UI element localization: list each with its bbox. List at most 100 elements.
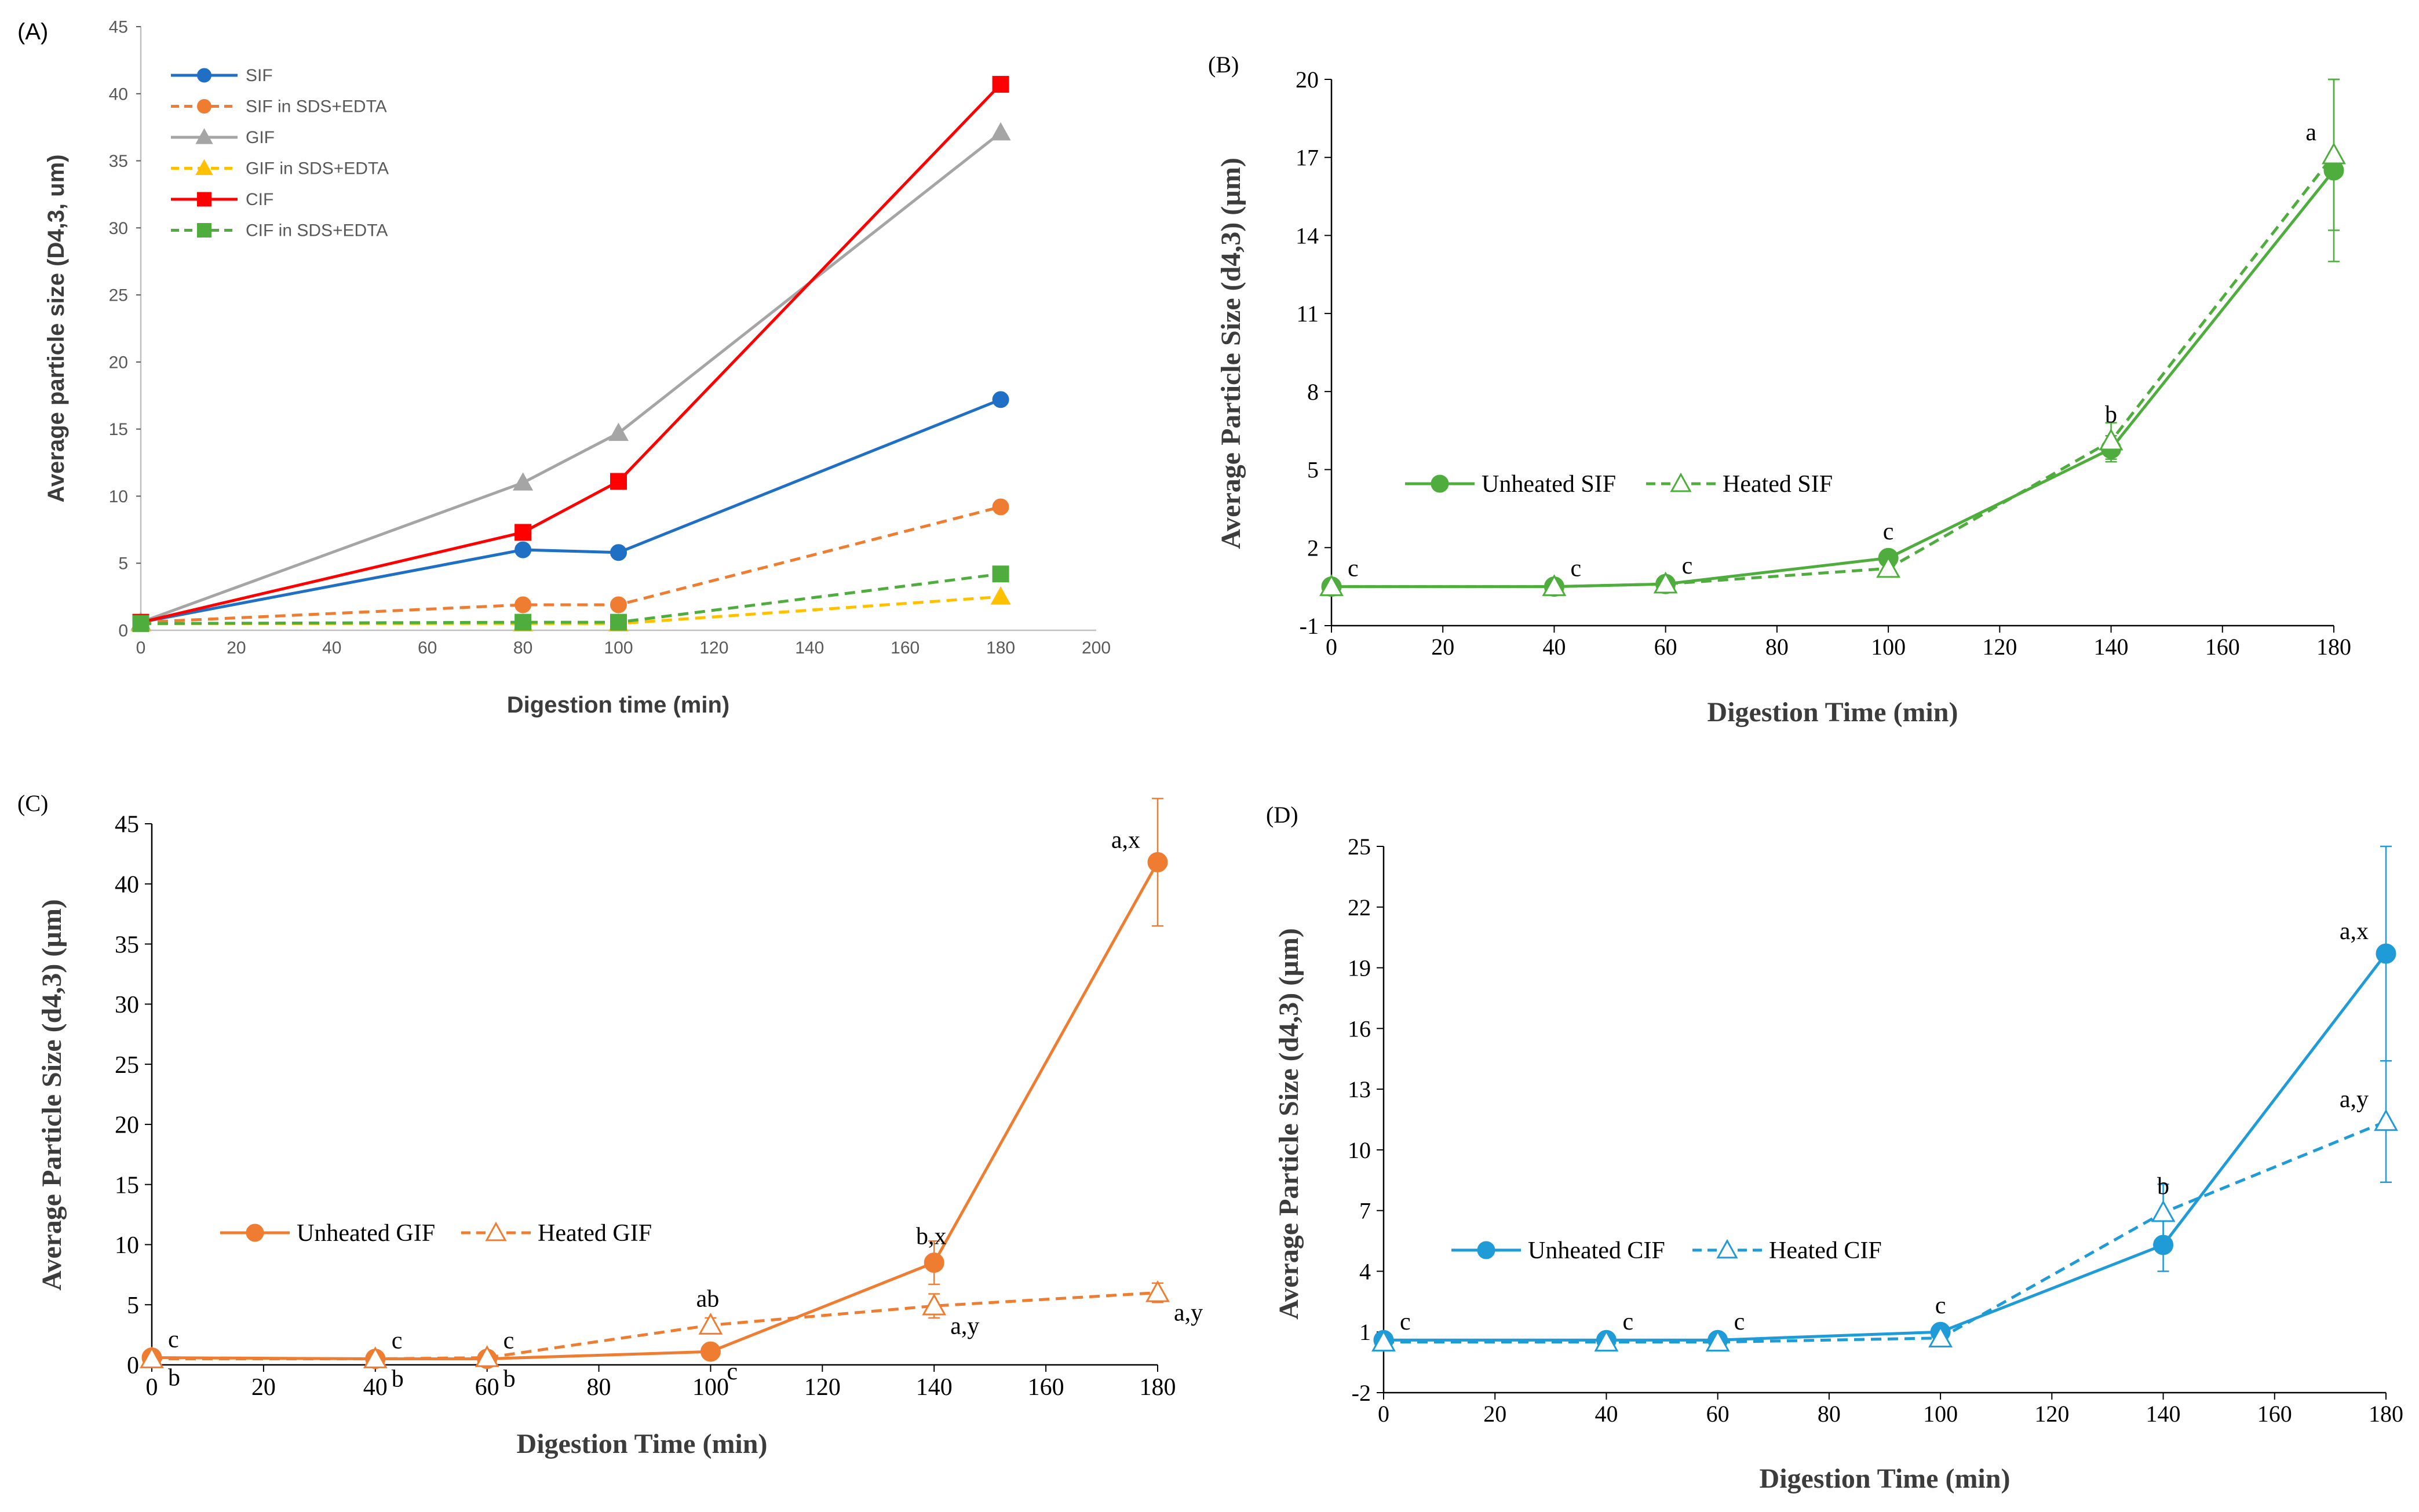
y-tick-label: 0 xyxy=(118,622,128,641)
data-point xyxy=(922,1293,947,1316)
series-line xyxy=(140,398,1002,624)
significance-label: c xyxy=(168,1327,179,1353)
x-tick-label: 180 xyxy=(986,638,1015,658)
x-tick-label: 0 xyxy=(136,638,146,658)
y-tick-label: 5 xyxy=(118,554,128,574)
series-line xyxy=(152,1291,1158,1361)
x-tick-label: 120 xyxy=(804,1374,841,1401)
legend-marker xyxy=(197,192,211,207)
series-line xyxy=(1384,1120,2387,1344)
chart-panel-2: (B) 0 20 40 60 80 100 120 140 160 180 -1 2 5 8 11 14 17 20… xyxy=(1208,52,2351,728)
series-heated-cif xyxy=(1371,1060,2398,1352)
data-point xyxy=(992,76,1009,93)
y-tick-label: 2 xyxy=(1307,535,1319,561)
y-tick-label: 40 xyxy=(115,871,139,898)
data-point xyxy=(698,1313,723,1335)
chart-panel-3: (C) 0 20 40 60 80 100 120 140 160 180 0 5 10 15 20 25 30 3… xyxy=(17,790,1203,1459)
legend-marker xyxy=(197,68,211,83)
data-point xyxy=(992,565,1009,583)
data-point xyxy=(610,596,627,613)
significance-label: ab xyxy=(696,1286,720,1313)
data-point xyxy=(608,422,629,441)
x-axis-title: Digestion time (min) xyxy=(507,692,729,718)
y-tick-label: 1 xyxy=(1359,1319,1371,1345)
series-unheated-gif xyxy=(141,798,1168,1369)
data-point xyxy=(1319,574,1344,596)
legend-label: SIF xyxy=(246,66,273,85)
series-heated-gif xyxy=(140,1280,1170,1368)
x-axis-title: Digestion Time (min) xyxy=(1760,1463,2011,1494)
y-tick-label: 17 xyxy=(1296,145,1319,171)
data-point xyxy=(992,391,1009,408)
significance-label: b xyxy=(2157,1173,2169,1200)
x-tick-label: 40 xyxy=(1595,1401,1618,1427)
series-line xyxy=(140,572,1001,625)
data-point xyxy=(132,615,149,632)
significance-label: c xyxy=(1734,1309,1745,1335)
x-tick-label: 20 xyxy=(1483,1401,1506,1427)
significance-label: b xyxy=(392,1366,404,1393)
y-tick-label: -1 xyxy=(1300,613,1319,639)
y-tick-label: 11 xyxy=(1296,301,1319,327)
series-unheated-cif xyxy=(1373,845,2396,1350)
data-point xyxy=(515,613,532,631)
x-tick-label: 180 xyxy=(1140,1374,1176,1401)
x-tick-label: 120 xyxy=(2034,1401,2069,1427)
legend: Unheated GIF Heated GIF xyxy=(220,1220,652,1247)
legend-label: CIF xyxy=(246,190,273,209)
legend-marker xyxy=(485,1221,507,1241)
y-tick-label: 45 xyxy=(109,18,128,37)
legend-label: GIF in SDS+EDTA xyxy=(246,159,389,178)
x-tick-label: 0 xyxy=(146,1374,158,1401)
x-tick-label: 100 xyxy=(1871,634,1906,660)
legend: Unheated CIF Heated CIF xyxy=(1451,1237,1882,1264)
x-tick-label: 80 xyxy=(1818,1401,1841,1427)
x-tick-label: 140 xyxy=(2094,634,2129,660)
legend-label: SIF in SDS+EDTA xyxy=(246,97,387,116)
panel-label: (A) xyxy=(17,19,48,45)
y-tick-label: 10 xyxy=(109,487,128,506)
y-tick-label: 15 xyxy=(109,420,128,439)
legend-marker xyxy=(195,128,213,144)
data-point xyxy=(515,541,532,558)
significance-label: c xyxy=(1570,556,1581,582)
y-tick-label: 35 xyxy=(115,932,139,958)
x-axis-title: Digestion Time (min) xyxy=(1707,697,1958,728)
legend: Unheated SIF Heated SIF xyxy=(1405,471,1833,498)
significance-label: a xyxy=(2305,119,2316,146)
data-point xyxy=(515,524,532,541)
x-tick-label: 140 xyxy=(916,1374,953,1401)
data-point xyxy=(1653,571,1678,594)
y-tick-label: 5 xyxy=(127,1292,139,1319)
legend-label: Heated CIF xyxy=(1769,1237,1882,1264)
data-point xyxy=(1928,1325,1953,1347)
x-tick-label: 120 xyxy=(1982,634,2017,660)
y-tick-label: 20 xyxy=(1296,67,1319,93)
legend-marker xyxy=(1670,472,1692,492)
y-tick-label: 16 xyxy=(1348,1016,1371,1042)
y-tick-label: 25 xyxy=(1348,834,1371,860)
data-point xyxy=(515,596,532,613)
y-axis-title: Average Particle Size (d4,3) (µm) xyxy=(1274,928,1304,1320)
legend-label: Unheated SIF xyxy=(1482,471,1616,498)
legend: SIF SIF in SDS+EDTA GIF GIF in SDS+EDTA CIF C… xyxy=(171,66,389,240)
y-tick-label: 19 xyxy=(1348,955,1371,981)
y-tick-label: 7 xyxy=(1359,1198,1371,1224)
series-cif-in-sds-edta xyxy=(132,565,1009,632)
panel-label: (B) xyxy=(1208,52,1239,78)
series-line xyxy=(151,861,1159,1361)
data-point xyxy=(1594,1330,1619,1352)
x-tick-label: 100 xyxy=(1923,1401,1958,1427)
x-tick-label: 100 xyxy=(692,1374,729,1401)
data-point xyxy=(1371,1330,1396,1352)
legend-label: CIF in SDS+EDTA xyxy=(246,221,388,240)
legend-label: Heated GIF xyxy=(538,1220,652,1247)
data-point xyxy=(1705,1330,1730,1352)
significance-label: c xyxy=(1400,1309,1411,1335)
legend-marker xyxy=(246,1224,264,1242)
x-tick-label: 20 xyxy=(227,638,246,658)
y-axis-title: Average Particle Size (d4,3) (µm) xyxy=(37,899,67,1291)
significance-label: a,y xyxy=(2340,1086,2369,1113)
y-tick-label: 13 xyxy=(1348,1076,1371,1102)
